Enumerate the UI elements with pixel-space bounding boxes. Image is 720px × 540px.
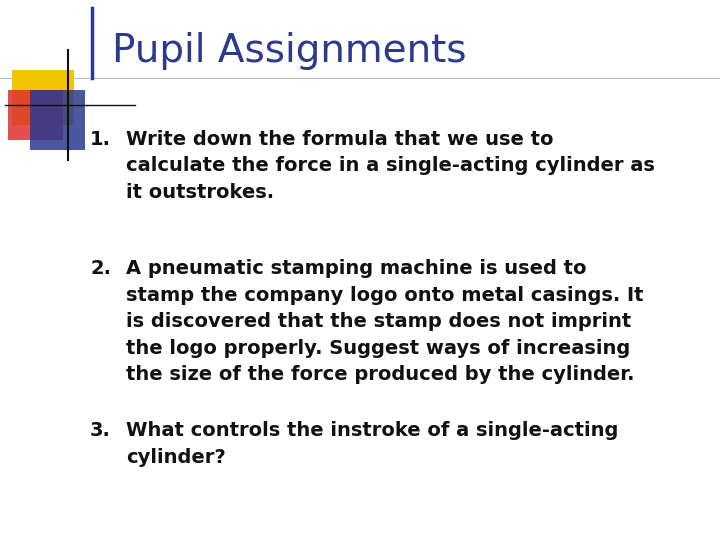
Text: 2.: 2.: [90, 259, 111, 278]
Text: Write down the formula that we use to
calculate the force in a single-acting cyl: Write down the formula that we use to ca…: [126, 130, 655, 201]
Bar: [30, 90, 85, 150]
Text: A pneumatic stamping machine is used to
stamp the company logo onto metal casing: A pneumatic stamping machine is used to …: [126, 259, 644, 384]
Bar: [8, 90, 63, 140]
Bar: [12, 70, 74, 125]
Text: 1.: 1.: [90, 130, 111, 148]
Text: Pupil Assignments: Pupil Assignments: [112, 32, 466, 70]
Text: What controls the instroke of a single-acting
cylinder?: What controls the instroke of a single-a…: [126, 421, 618, 467]
Text: 3.: 3.: [90, 421, 111, 440]
